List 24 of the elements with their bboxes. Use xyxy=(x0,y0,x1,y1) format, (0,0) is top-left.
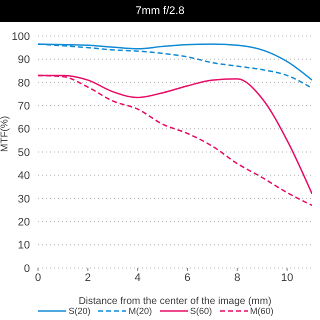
y-axis-title: MTF(%) xyxy=(0,116,11,152)
x-tick-label: 0 xyxy=(34,272,42,284)
x-tick-label: 8 xyxy=(234,272,240,284)
y-tick-label: 50 xyxy=(18,146,30,159)
y-tick-label: 0 xyxy=(24,262,30,275)
y-tick-label: 20 xyxy=(18,216,30,229)
y-tick-label: 30 xyxy=(18,193,30,206)
legend-label: S(20) xyxy=(67,306,90,316)
x-axis-title: Distance from the center of the image (mm) xyxy=(78,296,272,307)
y-tick-label: 10 xyxy=(18,240,30,252)
legend-label: S(60) xyxy=(189,306,212,316)
y-tick-label: 80 xyxy=(18,77,30,90)
x-tick-label: 4 xyxy=(134,272,141,284)
x-tick-label: 6 xyxy=(184,272,191,284)
legend-label: M(20) xyxy=(127,306,152,316)
y-tick-label: 70 xyxy=(18,100,30,113)
y-tick-label: 40 xyxy=(18,170,30,182)
chart-title: 7mm f/2.8 xyxy=(0,0,320,22)
x-tick-label: 2 xyxy=(84,272,91,284)
y-tick-label: 90 xyxy=(18,54,30,66)
y-tick-label: 100 xyxy=(12,30,30,43)
x-tick-label: 10 xyxy=(280,272,294,284)
legend-label: M(60) xyxy=(250,306,274,316)
y-tick-label: 60 xyxy=(18,124,30,136)
